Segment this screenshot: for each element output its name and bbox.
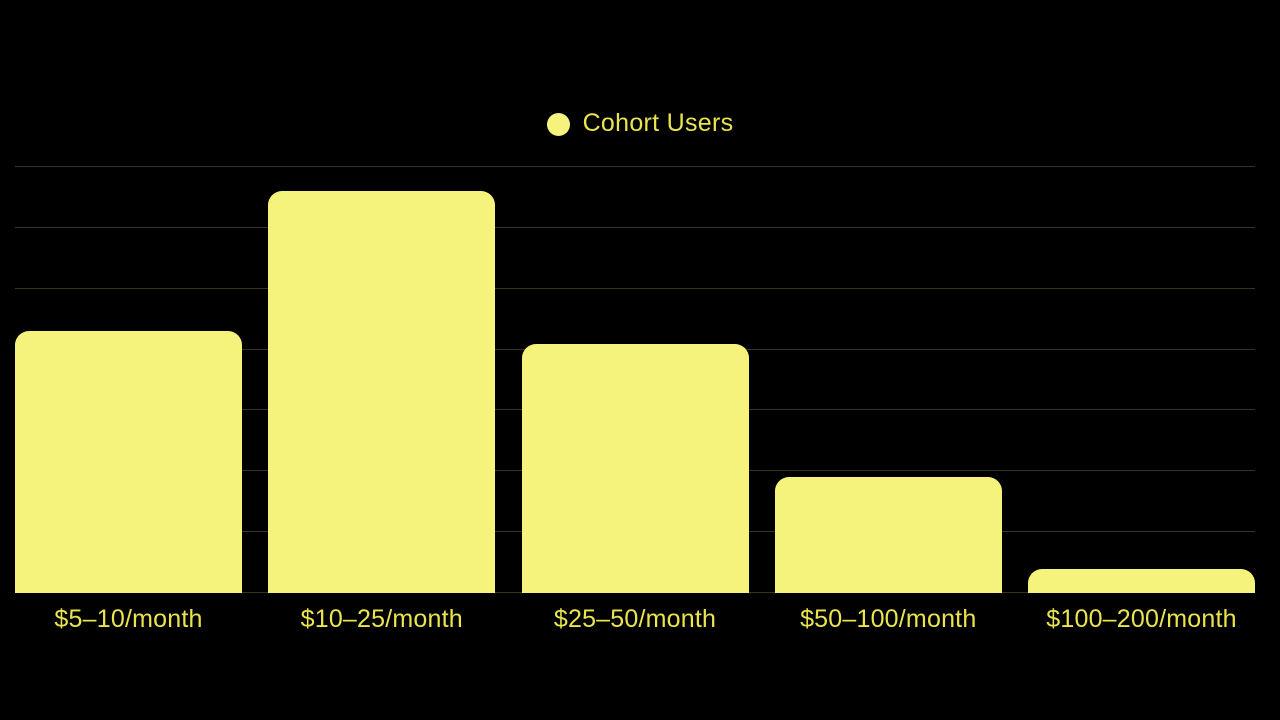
x-axis-labels: $5–10/month $10–25/month $25–50/month $50–1… xyxy=(15,602,1255,636)
gridline xyxy=(15,226,1255,228)
bar-5-10-month[interactable] xyxy=(15,331,242,593)
plot-area xyxy=(15,166,1255,593)
chart-legend[interactable]: Cohort Users xyxy=(0,108,1280,140)
x-axis-label: $10–25/month xyxy=(300,605,463,633)
bar-100-200-month[interactable] xyxy=(1028,568,1255,593)
legend-label: Cohort Users xyxy=(582,108,734,137)
legend-marker-circle-icon xyxy=(546,112,570,136)
bar-10-25-month[interactable] xyxy=(268,191,496,593)
x-axis-label: $5–10/month xyxy=(54,605,203,633)
x-axis-label: $100–200/month xyxy=(1046,605,1237,633)
bar-50-100-month[interactable] xyxy=(774,477,1002,593)
x-axis-label: $25–50/month xyxy=(553,605,717,633)
gridline xyxy=(15,287,1255,289)
bars-container xyxy=(15,167,1255,593)
x-axis-label: $50–100/month xyxy=(800,605,977,633)
bar-25-50-month[interactable] xyxy=(521,343,749,593)
gridline xyxy=(15,166,1255,167)
